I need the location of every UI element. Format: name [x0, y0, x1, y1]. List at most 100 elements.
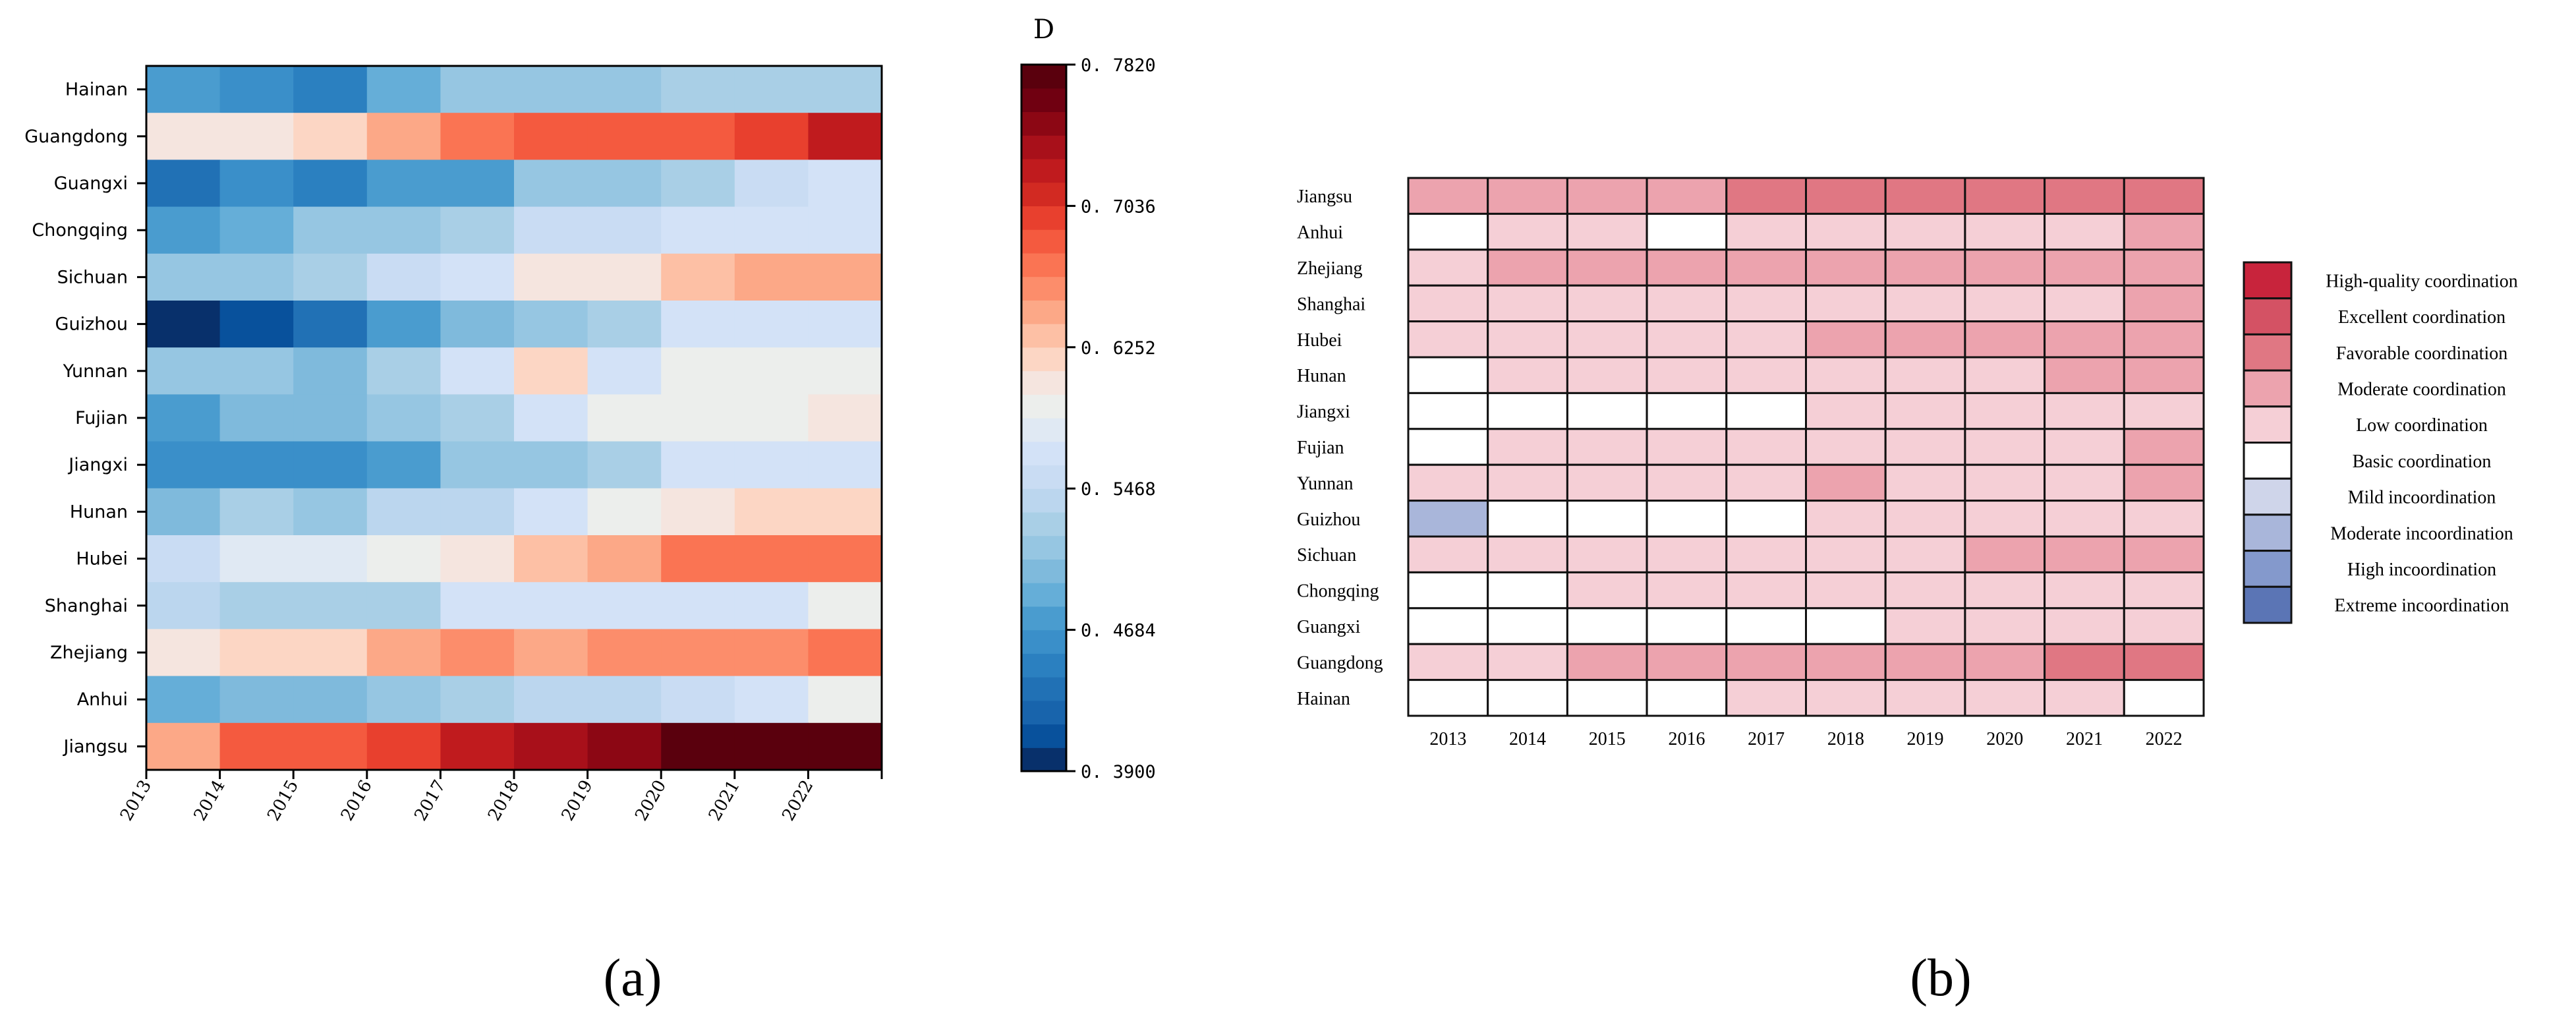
column-label: 2020	[1986, 729, 2023, 749]
category-cell	[1725, 463, 1808, 502]
colorbar-swatch	[1021, 629, 1066, 654]
column-label: 2013	[1429, 729, 1466, 749]
colorbar-title: D	[1033, 15, 1054, 45]
colorbar-swatch	[1021, 347, 1066, 372]
category-cell	[2123, 392, 2205, 430]
y-tick-label: Zhejiang	[50, 643, 128, 663]
heatmap-cell	[146, 347, 221, 395]
category-cell	[1487, 320, 1568, 359]
heatmap-cell	[293, 441, 368, 489]
colorbar-swatch	[1021, 700, 1066, 725]
category-cell	[1805, 320, 1887, 359]
heatmap-cell	[587, 206, 662, 254]
category-cell	[1407, 356, 1489, 394]
heatmap-cell	[808, 301, 882, 348]
heatmap-cell	[219, 441, 294, 489]
category-cell	[1646, 571, 1728, 610]
row-label: Shanghai	[1297, 294, 1365, 314]
colorbar-swatch	[1021, 276, 1066, 301]
heatmap-cell	[514, 441, 588, 489]
heatmap-cell	[587, 722, 662, 770]
category-cell	[1566, 535, 1648, 573]
panel-b-legend: High-quality coordination Excellent coord…	[2243, 261, 2518, 624]
heatmap-cell	[734, 535, 809, 583]
heatmap-cell	[587, 441, 662, 489]
heatmap-cell	[661, 301, 735, 348]
legend-swatch	[2243, 369, 2293, 408]
category-cell	[2044, 679, 2125, 717]
category-cell	[1725, 571, 1808, 610]
heatmap-cell	[808, 347, 882, 395]
heatmap-cell	[293, 347, 368, 395]
colorbar-swatch	[1021, 394, 1066, 419]
heatmap-cell	[514, 676, 588, 724]
heatmap-cell	[293, 676, 368, 724]
category-cell	[1646, 392, 1728, 430]
y-tick-label: Sichuan	[57, 267, 128, 287]
category-cell	[1646, 679, 1728, 717]
heatmap-cell	[219, 253, 294, 301]
heatmap-cell	[293, 301, 368, 348]
heatmap-cell	[146, 535, 221, 583]
category-cell	[1805, 392, 1887, 430]
category-cell	[2123, 500, 2205, 538]
legend-label: Low coordination	[2356, 415, 2488, 436]
category-cell	[1964, 320, 2046, 359]
category-cell	[2123, 643, 2205, 682]
category-cell	[1725, 212, 1808, 251]
heatmap-cell	[808, 722, 882, 770]
heatmap-cell	[146, 66, 221, 113]
row-label: Hubei	[1297, 330, 1342, 351]
heatmap-cell	[146, 113, 221, 160]
category-cell	[1884, 463, 1966, 502]
row-label: Hainan	[1297, 689, 1350, 709]
colorbar-tick-label: 0. 3900	[1081, 762, 1156, 782]
category-cell	[1884, 320, 1966, 359]
heatmap-cell	[734, 394, 809, 442]
category-cell	[2044, 428, 2125, 466]
category-cell	[1566, 248, 1648, 287]
category-cell	[1884, 284, 1966, 323]
row-label: Guangxi	[1297, 617, 1361, 637]
legend-swatch	[2243, 333, 2293, 372]
category-cell	[1407, 212, 1489, 251]
colorbar-swatch	[1021, 300, 1066, 324]
colorbar-tick-label: 0. 5468	[1081, 479, 1156, 500]
y-tick-label: Chongqing	[32, 220, 128, 241]
heatmap-cell	[808, 488, 882, 536]
column-label: 2018	[1827, 729, 1864, 749]
heatmap-cell	[293, 206, 368, 254]
category-cell	[1725, 248, 1808, 287]
heatmap-cell	[661, 113, 735, 160]
category-cell	[2044, 500, 2125, 538]
category-cell	[1964, 356, 2046, 394]
category-cell	[1487, 212, 1568, 251]
category-cell	[1646, 177, 1728, 215]
legend-label: Moderate coordination	[2337, 379, 2506, 399]
category-cell	[1964, 679, 2046, 717]
heatmap-cell	[440, 113, 515, 160]
category-cell	[1805, 463, 1887, 502]
heatmap-cell	[219, 582, 294, 629]
category-cell	[2044, 248, 2125, 287]
heatmap-cell	[146, 441, 221, 489]
category-cell	[1407, 535, 1489, 573]
category-cell	[1566, 500, 1648, 538]
heatmap-cell	[440, 722, 515, 770]
colorbar-swatch	[1021, 65, 1066, 89]
category-cell	[1487, 284, 1568, 323]
heatmap-cell	[514, 160, 588, 208]
heatmap-cell	[440, 206, 515, 254]
category-cell	[1566, 212, 1648, 251]
x-tick-label: 2022	[778, 777, 817, 825]
heatmap-cell	[440, 347, 515, 395]
heatmap-cell	[808, 206, 882, 254]
heatmap-cell	[587, 66, 662, 113]
category-cell	[1884, 212, 1966, 251]
legend-label: Favorable coordination	[2336, 343, 2507, 364]
heatmap-cell	[219, 66, 294, 113]
heatmap-cell	[808, 160, 882, 208]
category-cell	[1964, 248, 2046, 287]
heatmap-cell	[293, 113, 368, 160]
